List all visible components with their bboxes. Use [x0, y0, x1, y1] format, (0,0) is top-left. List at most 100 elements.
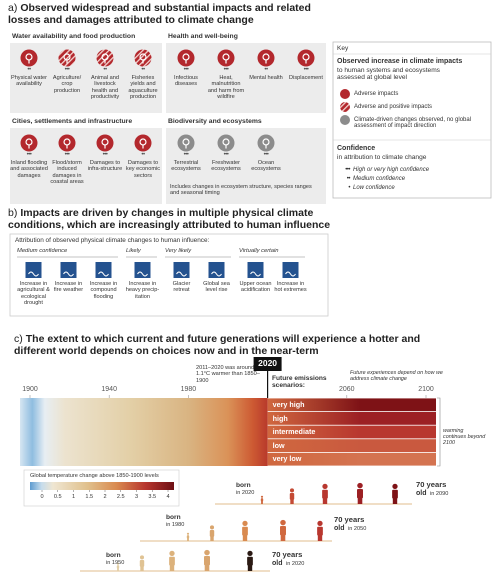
colorbar-tick-label: 0: [40, 494, 44, 500]
year-label: 1900: [22, 386, 38, 393]
confidence-mark: ••: [103, 67, 107, 73]
panel-title: c) The extent to which current and future…: [14, 333, 464, 358]
person-body: [139, 559, 145, 567]
scenario-label: very high: [272, 400, 305, 409]
icon-glyph: [182, 138, 190, 146]
impact-icon: [134, 49, 152, 67]
person-head: [247, 550, 253, 557]
climate-icon: [173, 262, 190, 278]
likelihood-label: Likely: [126, 248, 141, 254]
panel-title-text: The extent to which current and future g…: [14, 333, 421, 357]
confidence-label: High or very high confidence: [353, 167, 430, 173]
person-legs: [210, 536, 214, 541]
person-body: [204, 556, 210, 566]
colorbar-tick-label: 2: [103, 494, 107, 500]
person-body: [317, 526, 323, 536]
colorbar-tick-label: 1: [71, 494, 76, 500]
person-body: [247, 556, 253, 566]
confidence-mark: •••: [64, 152, 70, 158]
impact-label: Infectious diseases: [174, 75, 198, 88]
impact-label: Mental health: [249, 75, 283, 81]
confidence-mark: ••: [27, 67, 31, 73]
attribution-box: [9, 233, 329, 317]
climate-change-label: Glacier retreat: [172, 281, 191, 294]
observed-note: 2011–2020 was around 1.1°C warmer than 1…: [196, 365, 260, 384]
icon-glyph: [250, 271, 261, 277]
section-title: Biodiversity and ecosystems: [168, 118, 262, 125]
colorbar: [30, 482, 174, 490]
icon-glyph: [285, 271, 296, 277]
key-heading: Observed increase in climate impacts: [337, 58, 463, 65]
born-year: in 2020: [236, 490, 255, 496]
scenario-bar: [267, 398, 436, 412]
impact-icon: [134, 134, 152, 152]
confidence-mark: ••: [141, 67, 145, 73]
climate-icon: [247, 262, 264, 278]
year-label: 1940: [101, 386, 117, 393]
person-head: [322, 483, 328, 490]
icon-glyph: [63, 138, 71, 146]
age-label: 70 years: [272, 550, 303, 559]
person-head: [204, 549, 210, 556]
key-box: [332, 41, 492, 199]
confidence-subheading: in attribution to climate change: [337, 154, 427, 161]
impact-icon: [20, 134, 38, 152]
year-label: 2060: [339, 386, 355, 393]
old-year: in 2090: [430, 491, 449, 497]
scenario-bar: [267, 439, 436, 452]
panel-label: b): [8, 207, 18, 219]
scenario-label: low: [272, 440, 285, 450]
person-legs: [317, 534, 323, 541]
impact-label: Fisheries yields and aquaculture product…: [128, 75, 158, 100]
person-legs: [290, 499, 294, 504]
icon-glyph: [63, 271, 74, 277]
icon-glyph: [211, 271, 222, 277]
key-subheading: to human systems and ecosystems assessed…: [337, 67, 440, 82]
confidence-mark: ••: [264, 67, 268, 73]
confidence-mark: •••: [26, 152, 32, 158]
impact-label: Animal and livestock health and producti…: [90, 75, 120, 100]
person-legs: [140, 566, 144, 571]
present-year-box: [253, 357, 282, 371]
confidence-mark: •••: [345, 167, 350, 173]
key-entry: Climate-driven changes observed, no glob…: [354, 116, 472, 130]
climate-change-label: Increase in fire weather: [53, 281, 84, 294]
impact-icon: [257, 134, 275, 152]
person-body: [242, 526, 248, 536]
person-body: [116, 565, 120, 569]
person-body: [169, 556, 175, 566]
person-legs: [242, 534, 248, 541]
person-body: [392, 489, 398, 499]
icon-glyph: [98, 271, 109, 277]
old-label: old: [272, 560, 283, 567]
climate-icon: [25, 262, 42, 278]
icon-glyph: [222, 138, 230, 146]
age-label: 70 years: [334, 515, 365, 524]
beyond-bracket: [437, 397, 441, 467]
impact-icon: [257, 49, 275, 67]
present-year-label: 2020: [258, 358, 278, 368]
confidence-mark: •••: [64, 67, 70, 73]
impact-icon: [20, 49, 38, 67]
confidence-mark: ••: [346, 176, 351, 182]
person-head: [260, 495, 264, 498]
panel-title: a) Observed widespread and substantial im…: [8, 2, 338, 27]
key-entry: Adverse impacts: [354, 90, 399, 97]
person-body: [209, 529, 215, 537]
icon-glyph: [139, 138, 147, 146]
likelihood-label: Medium confidence: [17, 248, 68, 254]
scenarios-heading: Future emissions scenarios:: [272, 375, 327, 390]
impact-icon: [177, 49, 195, 67]
person-legs: [187, 538, 189, 541]
person-head: [289, 488, 295, 493]
section-title: Water availability and food production: [12, 33, 136, 40]
impact-icon: [58, 49, 76, 67]
old-label: old: [334, 525, 345, 532]
colorbar-tick-label: 3: [134, 494, 139, 500]
person-body: [260, 498, 264, 502]
scenario-label: high: [272, 413, 288, 423]
confidence-label: Medium confidence: [353, 176, 406, 182]
panel-title-text: Impacts are driven by changes in multipl…: [8, 207, 331, 231]
person-body: [280, 526, 286, 536]
impact-label: Agriculture/ crop production: [52, 75, 82, 94]
